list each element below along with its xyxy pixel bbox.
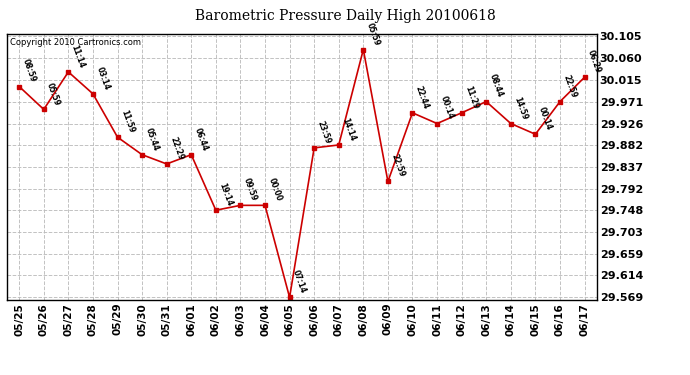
Text: 19:14: 19:14 bbox=[217, 182, 234, 207]
Text: 09:59: 09:59 bbox=[241, 177, 259, 203]
Text: 05:59: 05:59 bbox=[365, 21, 382, 47]
Text: 05:44: 05:44 bbox=[144, 126, 160, 152]
Text: 14:59: 14:59 bbox=[512, 95, 529, 121]
Text: 11:29: 11:29 bbox=[463, 84, 480, 110]
Text: 03:14: 03:14 bbox=[95, 65, 111, 91]
Text: 00:14: 00:14 bbox=[537, 106, 553, 132]
Text: 22:44: 22:44 bbox=[414, 84, 431, 110]
Text: 22:59: 22:59 bbox=[389, 153, 406, 179]
Text: 08:44: 08:44 bbox=[488, 73, 504, 99]
Text: 06:44: 06:44 bbox=[193, 126, 209, 152]
Text: 11:14: 11:14 bbox=[70, 44, 86, 69]
Text: 08:59: 08:59 bbox=[21, 58, 37, 84]
Text: 07:14: 07:14 bbox=[291, 269, 308, 295]
Text: Barometric Pressure Daily High 20100618: Barometric Pressure Daily High 20100618 bbox=[195, 9, 495, 23]
Text: 05:59: 05:59 bbox=[45, 81, 62, 106]
Text: Copyright 2010 Cartronics.com: Copyright 2010 Cartronics.com bbox=[10, 38, 141, 47]
Text: 00:14: 00:14 bbox=[438, 95, 455, 121]
Text: 11:59: 11:59 bbox=[119, 109, 135, 134]
Text: 06:29: 06:29 bbox=[586, 49, 602, 75]
Text: 14:14: 14:14 bbox=[340, 116, 357, 142]
Text: 22:29: 22:29 bbox=[168, 135, 185, 161]
Text: 22:59: 22:59 bbox=[562, 73, 578, 99]
Text: 23:59: 23:59 bbox=[315, 120, 332, 145]
Text: 00:00: 00:00 bbox=[266, 177, 283, 203]
